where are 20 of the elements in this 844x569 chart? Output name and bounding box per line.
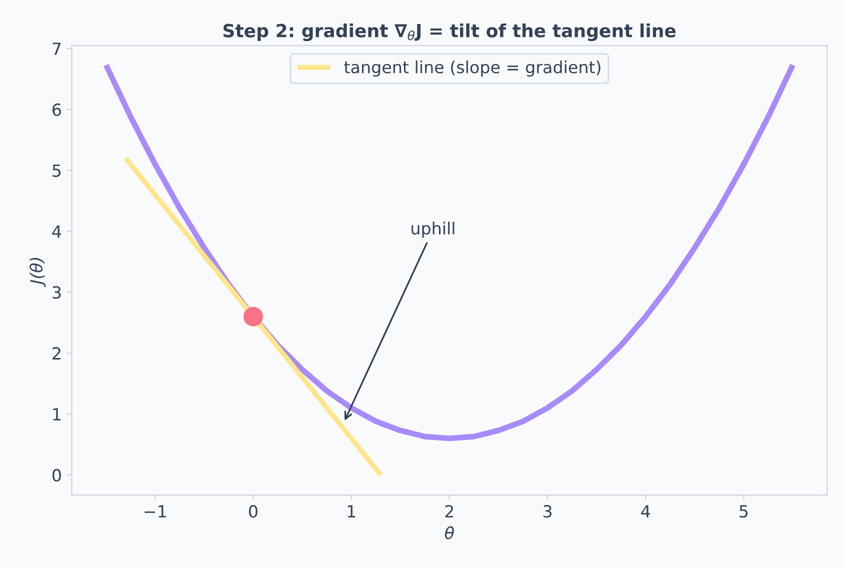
y-tick-label: 4 — [52, 225, 62, 238]
y-tick-label: 2 — [52, 347, 60, 360]
y-axis-title: J(θ) — [30, 258, 46, 288]
annotation: uphill — [412, 222, 454, 238]
chart-title: Step 2: gradient ∇$_{θ}$J = tilt of the tangent line — [223, 23, 676, 42]
y-tick-label: 5 — [52, 164, 61, 177]
x-tick-label: 3 — [544, 505, 552, 518]
x-axis-title: θ — [445, 526, 454, 540]
y-tick-label: 1 — [53, 408, 60, 420]
x-tick-label: 1 — [348, 505, 356, 518]
x-tick-label: 0 — [249, 505, 258, 518]
x-tick-label: 4 — [641, 505, 650, 518]
y-tick-label: 7 — [52, 42, 61, 55]
y-tick-label: 3 — [52, 286, 61, 299]
y-tick-label: 6 — [52, 103, 61, 116]
legend-label: tangent line (slope = gradient) — [344, 60, 600, 77]
y-tick-label: 0 — [52, 468, 61, 482]
x-tick-label: 5 — [740, 505, 748, 518]
x-tick-label: 2 — [445, 505, 454, 518]
x-tick-label: −1 — [144, 505, 166, 518]
